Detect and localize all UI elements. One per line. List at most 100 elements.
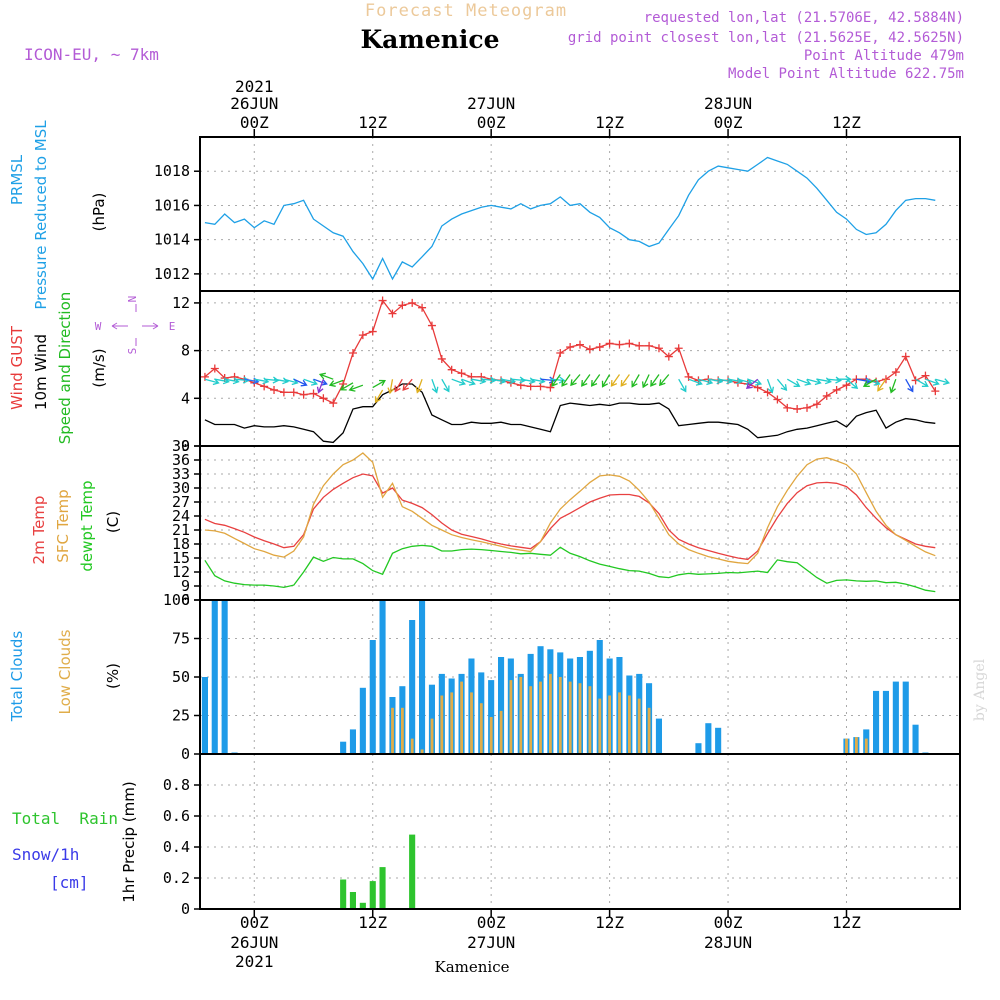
low-cloud-bar	[401, 707, 404, 754]
wind-direction-arrow	[610, 374, 621, 387]
ytick-label: 0.6	[163, 807, 190, 825]
wind-direction-arrow	[374, 389, 384, 404]
wind-direction-arrow	[328, 379, 344, 387]
temp-ylabel: 2m Temp SFC Temp dewpt Temp (C)	[30, 480, 122, 571]
gust-marker	[576, 340, 584, 349]
low-cloud-bar	[509, 680, 513, 754]
wind-direction-arrow	[313, 378, 328, 386]
gust-marker	[418, 303, 427, 312]
low-cloud-bar	[440, 695, 444, 754]
low-cloud-bar	[855, 737, 858, 754]
compass-w: W	[95, 320, 102, 333]
wind-ylabel-unit: (m/s)	[90, 348, 108, 387]
top-date-label: 27JUN	[467, 94, 515, 113]
gust-marker	[842, 381, 851, 390]
low-cloud-bar	[391, 707, 394, 754]
clouds-ylabel: Total Clouds Low Clouds (%)	[8, 629, 122, 722]
gust-marker	[210, 364, 219, 373]
gust-marker	[457, 369, 466, 378]
ytick-label: 0.2	[163, 869, 190, 887]
temp-ylabel-sfc: SFC Temp	[54, 489, 72, 562]
ytick-label: 75	[172, 630, 190, 648]
wind-direction-arrow	[766, 378, 775, 394]
top-hour-label: 12Z	[832, 113, 861, 132]
ytick-label: 1014	[154, 231, 190, 249]
top-hour-label: 00Z	[477, 113, 506, 132]
top-hour-label: 00Z	[714, 113, 743, 132]
total-cloud-bar	[379, 600, 386, 754]
wind-direction-arrow	[293, 378, 308, 387]
gust-marker	[674, 344, 683, 353]
ytick-label: 0.8	[163, 776, 190, 794]
precip-legend-snow: Snow/1h	[12, 845, 79, 864]
gust-marker	[388, 309, 397, 318]
total-cloud-bar	[705, 723, 712, 754]
gust-marker	[763, 388, 772, 397]
pressure-ylabel-unit: (hPa)	[90, 193, 108, 232]
chart-subtitle: Forecast Meteogram	[365, 1, 567, 21]
compass-s: S	[126, 348, 139, 355]
panel-pressure: 1012 1014 1016 1018	[154, 136, 961, 292]
ytick-label: 1016	[154, 196, 190, 214]
gust-marker	[556, 349, 565, 357]
top-hour-label: 12Z	[358, 113, 387, 132]
total-cloud-bar	[340, 741, 347, 754]
wind-direction-arrow	[303, 378, 318, 386]
panel-precip: 0 0.2 0.4 0.6 0.8	[163, 753, 961, 918]
low-cloud-bar	[628, 695, 631, 754]
ytick-label: 4	[181, 389, 190, 407]
rain-bar	[409, 834, 416, 909]
gust-marker	[566, 343, 575, 352]
panel-clouds: 0 25 50 75 100	[163, 591, 961, 763]
wind-direction-arrow	[372, 379, 387, 389]
wind-direction-arrow	[204, 378, 220, 386]
wind-ylabel-gust: Wind GUST	[8, 325, 26, 410]
bottom-hour-label: 00Z	[477, 913, 506, 932]
precip-legend-rain: Total Rain	[12, 809, 118, 828]
gust-marker	[358, 331, 367, 340]
ytick-label: 9	[181, 577, 190, 595]
gust-marker	[398, 301, 407, 310]
gust-marker	[546, 383, 555, 392]
wind-direction-arrow	[745, 378, 759, 390]
wind-direction-arrow	[698, 378, 714, 386]
wind-direction-arrow	[806, 378, 822, 386]
rain-bar	[340, 879, 347, 909]
total-cloud-bar	[419, 600, 426, 754]
gust-marker	[270, 385, 279, 394]
gust-marker	[279, 388, 288, 397]
ytick-label: 0	[181, 437, 190, 455]
top-year-label: 2021	[235, 77, 274, 96]
ytick-label: 100	[163, 591, 190, 609]
series-line-wind-gust	[204, 299, 936, 410]
gust-marker	[289, 388, 298, 397]
wind-direction-arrow	[877, 378, 887, 392]
bottom-date-label: 28JUN	[704, 933, 752, 952]
low-cloud-bar	[450, 692, 454, 754]
clouds-ylabel-total: Total Clouds	[8, 631, 26, 723]
low-cloud-bar	[430, 718, 434, 754]
ytick-label: 27	[172, 493, 190, 511]
footer-location: Kamenice	[435, 958, 510, 976]
ytick-label: 1018	[154, 162, 190, 180]
low-cloud-bar	[499, 710, 503, 754]
wind-direction-arrow	[451, 378, 466, 386]
gust-marker	[319, 394, 328, 403]
precip-legend-snow-unit: [cm]	[50, 873, 89, 892]
wind-direction-arrow	[688, 378, 703, 386]
low-cloud-bar	[647, 707, 651, 754]
ytick-label: 30	[172, 479, 190, 497]
gust-marker	[595, 343, 604, 352]
total-cloud-bar	[201, 677, 208, 754]
gridpoint-coords: grid point closest lon,lat (21.5625E, 42…	[568, 30, 964, 46]
signature: by Angel	[972, 658, 988, 721]
rain-bar	[359, 902, 366, 909]
total-cloud-bar	[211, 600, 218, 754]
wind-ylabel-dir: Speed and Direction	[56, 292, 74, 445]
rain-bar	[369, 881, 376, 909]
wind-ylabel-10m: 10m Wind	[32, 334, 50, 410]
wind-direction-arrow	[581, 374, 591, 387]
gust-marker	[803, 403, 812, 412]
pressure-ylabel-line2: Pressure Reduced to MSL	[32, 120, 50, 310]
